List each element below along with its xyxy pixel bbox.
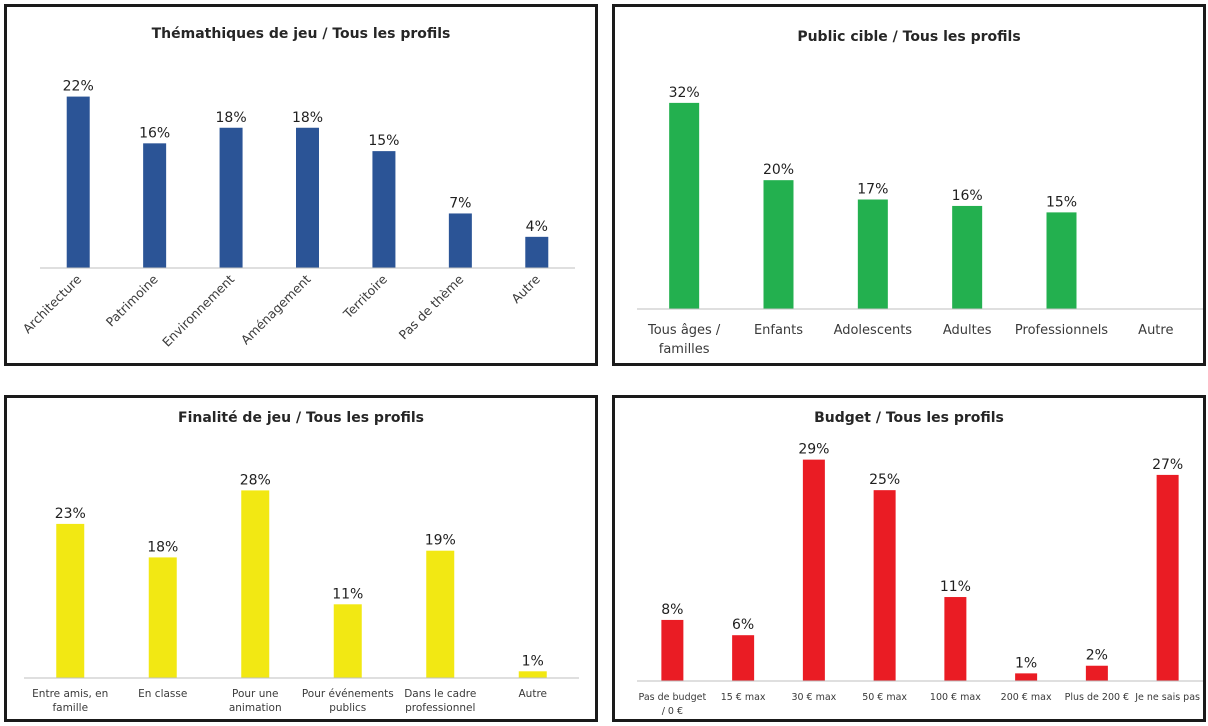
bar <box>143 143 167 268</box>
category-label: Aménagement <box>238 271 314 347</box>
data-label: 25% <box>869 472 900 488</box>
category-label: Dans le cadre professionnel <box>404 688 476 714</box>
bar <box>525 236 549 268</box>
chart-title: Budget / Tous les profils <box>814 410 1004 426</box>
chart-public-cible: Public cible / Tous les profils 32% Tous â… <box>637 29 1203 357</box>
data-label: 27% <box>1152 457 1183 473</box>
data-label: 16% <box>139 125 170 141</box>
bar <box>448 213 472 268</box>
data-label: 4% <box>526 219 548 235</box>
category-label: Autre <box>518 688 547 700</box>
category-label: Tous âges / familles <box>647 323 721 357</box>
category-label: Patrimoine <box>103 271 161 329</box>
chart-finalite: Finalité de jeu / Tous les profils 23% Ent… <box>24 410 579 714</box>
chart-title: Finalité de jeu / Tous les profils <box>178 410 424 426</box>
bar <box>857 199 888 309</box>
data-label: 11% <box>332 586 363 602</box>
data-label: 1% <box>522 653 544 669</box>
data-label: 28% <box>240 472 271 488</box>
category-label: En classe <box>138 688 187 700</box>
bar <box>296 127 319 268</box>
category-label: Pas de budget/ 0 € <box>639 692 707 717</box>
data-label: 1% <box>1015 655 1037 671</box>
bar <box>219 127 243 268</box>
chart-panel-budget: Budget / Tous les profils 8% Pas de budget… <box>612 395 1206 722</box>
data-label: 15% <box>368 133 399 149</box>
bar <box>1046 212 1077 309</box>
data-label: 32% <box>669 85 700 101</box>
bar <box>241 490 270 678</box>
chart-budget: Budget / Tous les profils 8% Pas de budget… <box>637 410 1203 717</box>
bar <box>372 151 396 268</box>
category-label: 50 € max <box>862 692 907 703</box>
bar <box>66 96 90 268</box>
category-label: Autre <box>1138 323 1173 338</box>
data-label: 6% <box>732 617 754 633</box>
category-label: Territoire <box>340 271 391 322</box>
bar <box>732 635 755 681</box>
data-label: 8% <box>661 602 683 618</box>
bar <box>669 102 700 309</box>
category-label: Adultes <box>943 323 992 338</box>
category-label: Pas de thème <box>396 271 467 342</box>
category-label: Entre amis, en famille <box>32 688 108 714</box>
data-label: 17% <box>857 182 888 198</box>
bar <box>952 205 983 309</box>
category-label: Architecture <box>20 271 85 336</box>
data-label: 23% <box>55 506 86 522</box>
data-label: 19% <box>425 533 456 549</box>
category-label: 15 € max <box>721 692 766 703</box>
category-label: Professionnels <box>1015 323 1108 338</box>
bar <box>518 671 547 678</box>
bar <box>426 550 455 678</box>
bar <box>56 523 85 678</box>
data-label: 20% <box>763 162 794 178</box>
bar <box>944 597 967 681</box>
category-label: Autre <box>508 271 543 306</box>
category-label: Environnement <box>159 271 237 349</box>
data-label: 18% <box>292 110 323 126</box>
data-label: 15% <box>1046 194 1077 210</box>
category-label: 100 € max <box>930 692 981 703</box>
category-label: Plus de 200 € <box>1065 692 1129 703</box>
category-label: Enfants <box>754 323 803 338</box>
category-label: Adolescents <box>834 323 913 338</box>
bar <box>1156 474 1179 681</box>
chart-title: Public cible / Tous les profils <box>797 29 1020 45</box>
data-label: 18% <box>216 110 247 126</box>
chart-panel-public-cible: Public cible / Tous les profils 32% Tous â… <box>612 4 1206 366</box>
category-label: Je ne sais pas <box>1134 692 1200 703</box>
bar <box>1085 665 1108 681</box>
chart-panel-thematiques: Thémathiques de jeu / Tous les profils 22… <box>4 4 598 366</box>
bar <box>661 619 684 681</box>
bar <box>148 557 177 678</box>
chart-thematiques: Thémathiques de jeu / Tous les profils 22… <box>20 26 575 350</box>
bar <box>1015 673 1038 681</box>
data-label: 18% <box>147 539 178 555</box>
category-label: 200 € max <box>1001 692 1052 703</box>
data-label: 7% <box>449 195 471 211</box>
category-label: Pour événements publics <box>302 688 394 714</box>
data-label: 29% <box>798 442 829 458</box>
bar <box>333 604 362 678</box>
chart-title: Thémathiques de jeu / Tous les profils <box>152 26 451 42</box>
bar <box>873 490 896 681</box>
bar <box>802 459 825 681</box>
data-label: 11% <box>940 579 971 595</box>
category-label: 30 € max <box>791 692 836 703</box>
chart-panel-finalite: Finalité de jeu / Tous les profils 23% Ent… <box>4 395 598 722</box>
bar <box>763 180 794 309</box>
category-label: Pour une animation <box>229 688 282 714</box>
data-label: 16% <box>952 188 983 204</box>
data-label: 2% <box>1086 648 1108 664</box>
data-label: 22% <box>63 79 94 95</box>
